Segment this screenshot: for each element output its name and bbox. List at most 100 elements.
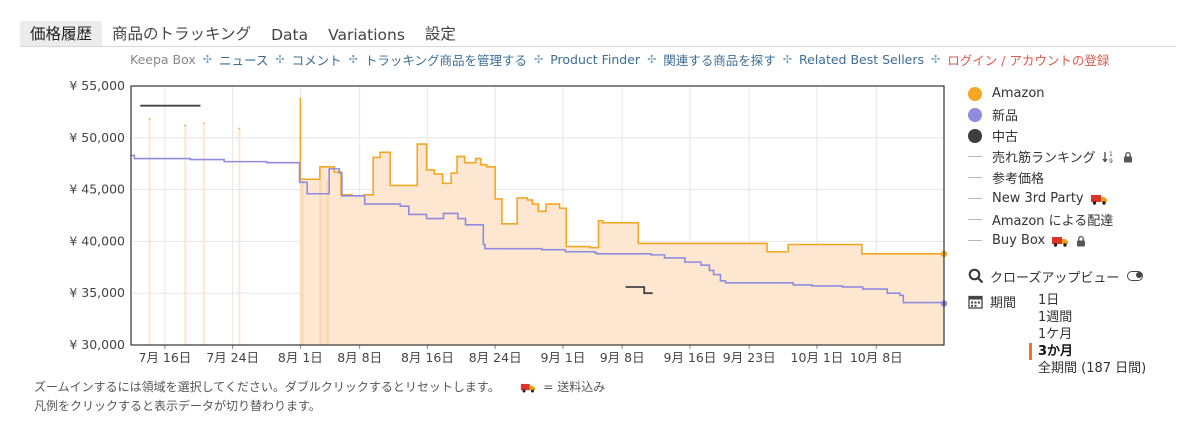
nav-separator-icon: ✣ (348, 53, 358, 66)
legend-used[interactable]: 中古 (968, 125, 1134, 146)
y-tick-label: ¥ 50,000 (69, 130, 125, 145)
legend-dash-icon (968, 176, 982, 179)
x-tick-label: 7月 16日 (138, 350, 191, 365)
y-tick-label: ¥ 30,000 (69, 337, 125, 352)
nav-separator-icon: ✣ (533, 53, 544, 66)
legend-dash-icon (968, 239, 982, 242)
x-tick-label: 9月 1日 (540, 350, 585, 365)
shipping-included-note: = 送料込み (543, 380, 606, 394)
amazon-spike-fill (184, 125, 187, 345)
new-price-line (131, 154, 945, 304)
tab-data[interactable]: Data (271, 26, 309, 44)
x-tick-label: 8月 24日 (469, 350, 522, 365)
legend-list-price-label: 参考価格 (992, 172, 1045, 187)
nav-comments[interactable]: コメント (291, 53, 342, 68)
range-options: 1日 1週間 1ケ月 3か月 全期間 (187 日間) (1029, 292, 1147, 377)
amazon-spike-fill (202, 123, 205, 345)
delivery-truck-icon (1090, 193, 1108, 205)
x-tick-label: 10月 8日 (850, 350, 903, 365)
x-tick-label: 9月 8日 (600, 350, 645, 365)
legend-buy-box-label: Buy Box (992, 233, 1046, 248)
svg-text:9: 9 (1109, 158, 1113, 164)
tab-price-history[interactable]: 価格履歴 (20, 21, 103, 46)
nav-separator-icon: ✣ (275, 53, 285, 66)
range-header: 期間 (968, 292, 1017, 311)
used-color-dot-icon (968, 128, 982, 143)
legend-amazon-label: Amazon (992, 86, 1045, 101)
legend-list-price[interactable]: 参考価格 (968, 167, 1134, 188)
legend-dash-icon (968, 155, 982, 158)
plot-frame (130, 85, 945, 346)
sub-navigation: Keepa Box ✣ ニュース ✣ コメント ✣ トラッキング商品を管理する … (130, 50, 1109, 69)
nav-product-finder[interactable]: Product Finder (550, 52, 641, 67)
svg-text:1: 1 (1109, 151, 1113, 158)
nav-news[interactable]: ニュース (218, 53, 269, 68)
tab-tracking[interactable]: 商品のトラッキング (112, 25, 252, 43)
footer-line-1: ズームインするには領域を選択してください。ダブルクリックするとリセットします。 … (34, 378, 605, 395)
closeup-view-toggle[interactable]: クローズアップビュー (968, 266, 1144, 286)
price-history-chart[interactable]: ¥ 30,000 ¥ 35,000 ¥ 40,000 ¥ 45,000 ¥ 50,000… (0, 70, 960, 370)
used-price-line (625, 286, 653, 295)
nav-login-register[interactable]: ログイン / アカウントの登録 (947, 53, 1110, 68)
amazon-spike-fill (148, 119, 151, 345)
amazon-spike-fill (238, 128, 241, 345)
tab-settings[interactable]: 設定 (424, 25, 456, 43)
lock-icon (1122, 151, 1134, 163)
range-option-1-month[interactable]: 1ケ月 (1038, 327, 1073, 342)
new-color-dot-icon (968, 107, 982, 122)
lock-icon (1075, 235, 1087, 247)
search-icon (968, 268, 984, 284)
legend-new[interactable]: 新品 (968, 104, 1134, 125)
tab-variations[interactable]: Variations (328, 26, 405, 44)
tab-bar: 価格履歴 商品のトラッキング Data Variations 設定 (20, 21, 466, 46)
y-tick-label: ¥ 40,000 (69, 233, 125, 248)
legend-used-label: 中古 (992, 130, 1019, 145)
closeup-view-label: クローズアップビュー (990, 270, 1120, 286)
y-tick-label: ¥ 45,000 (69, 182, 125, 197)
nav-related-products[interactable]: 関連する商品を探す (663, 53, 776, 68)
x-tick-label: 9月 23日 (723, 350, 776, 365)
range-option-1-week[interactable]: 1週間 (1038, 310, 1073, 325)
range-selector: 期間 1日 1週間 1ケ月 3か月 全期間 (187 日間) (968, 292, 1146, 376)
nav-related-best-sellers[interactable]: Related Best Sellers (799, 52, 925, 67)
y-tick-label: ¥ 55,000 (69, 78, 125, 93)
legend-new-3rd-party-label: New 3rd Party (992, 191, 1084, 206)
tab-divider (20, 46, 1176, 47)
legend-sales-rank-label: 売れ筋ランキング (992, 151, 1096, 166)
footer-line-2: 凡例をクリックすると表示データが切り替わります。 (34, 397, 321, 414)
x-tick-label: 7月 24日 (206, 350, 259, 365)
legend-buy-box[interactable]: Buy Box (968, 230, 1134, 251)
x-tick-label: 10月 1日 (791, 350, 844, 365)
delivery-truck-icon (520, 382, 536, 393)
x-tick-label: 8月 16日 (401, 350, 454, 365)
nav-separator-icon: ✣ (931, 53, 941, 66)
legend-fba-label: Amazon による配達 (992, 214, 1114, 229)
range-label: 期間 (990, 295, 1017, 311)
amazon-bar-fill (325, 179, 330, 345)
legend-amazon[interactable]: Amazon (968, 83, 1134, 104)
legend-dash-icon (968, 197, 982, 200)
toggle-icon[interactable] (1127, 271, 1144, 281)
legend-dash-icon (968, 218, 982, 221)
delivery-truck-icon (1051, 235, 1069, 247)
range-option-1-day[interactable]: 1日 (1038, 293, 1060, 308)
range-option-3-months[interactable]: 3か月 (1029, 343, 1146, 360)
calendar-icon (968, 294, 983, 309)
amazon-color-dot-icon (968, 86, 982, 101)
legend-new-3rd-party[interactable]: New 3rd Party (968, 188, 1134, 209)
nav-keepa-box[interactable]: Keepa Box (130, 52, 196, 67)
legend-new-label: 新品 (992, 109, 1019, 124)
legend-fba[interactable]: Amazon による配達 (968, 209, 1134, 230)
range-option-all-time[interactable]: 全期間 (187 日間) (1038, 361, 1147, 376)
x-tick-label: 9月 16日 (664, 350, 717, 365)
nav-manage-tracking[interactable]: トラッキング商品を管理する (364, 53, 527, 68)
zoom-hint-text: ズームインするには領域を選択してください。ダブルクリックするとリセットします。 (34, 380, 500, 394)
nav-separator-icon: ✣ (647, 53, 657, 66)
nav-separator-icon: ✣ (202, 53, 212, 66)
amazon-bar-fill (300, 179, 304, 345)
x-tick-label: 8月 1日 (278, 350, 323, 365)
amazon-bar-fill (319, 179, 323, 345)
